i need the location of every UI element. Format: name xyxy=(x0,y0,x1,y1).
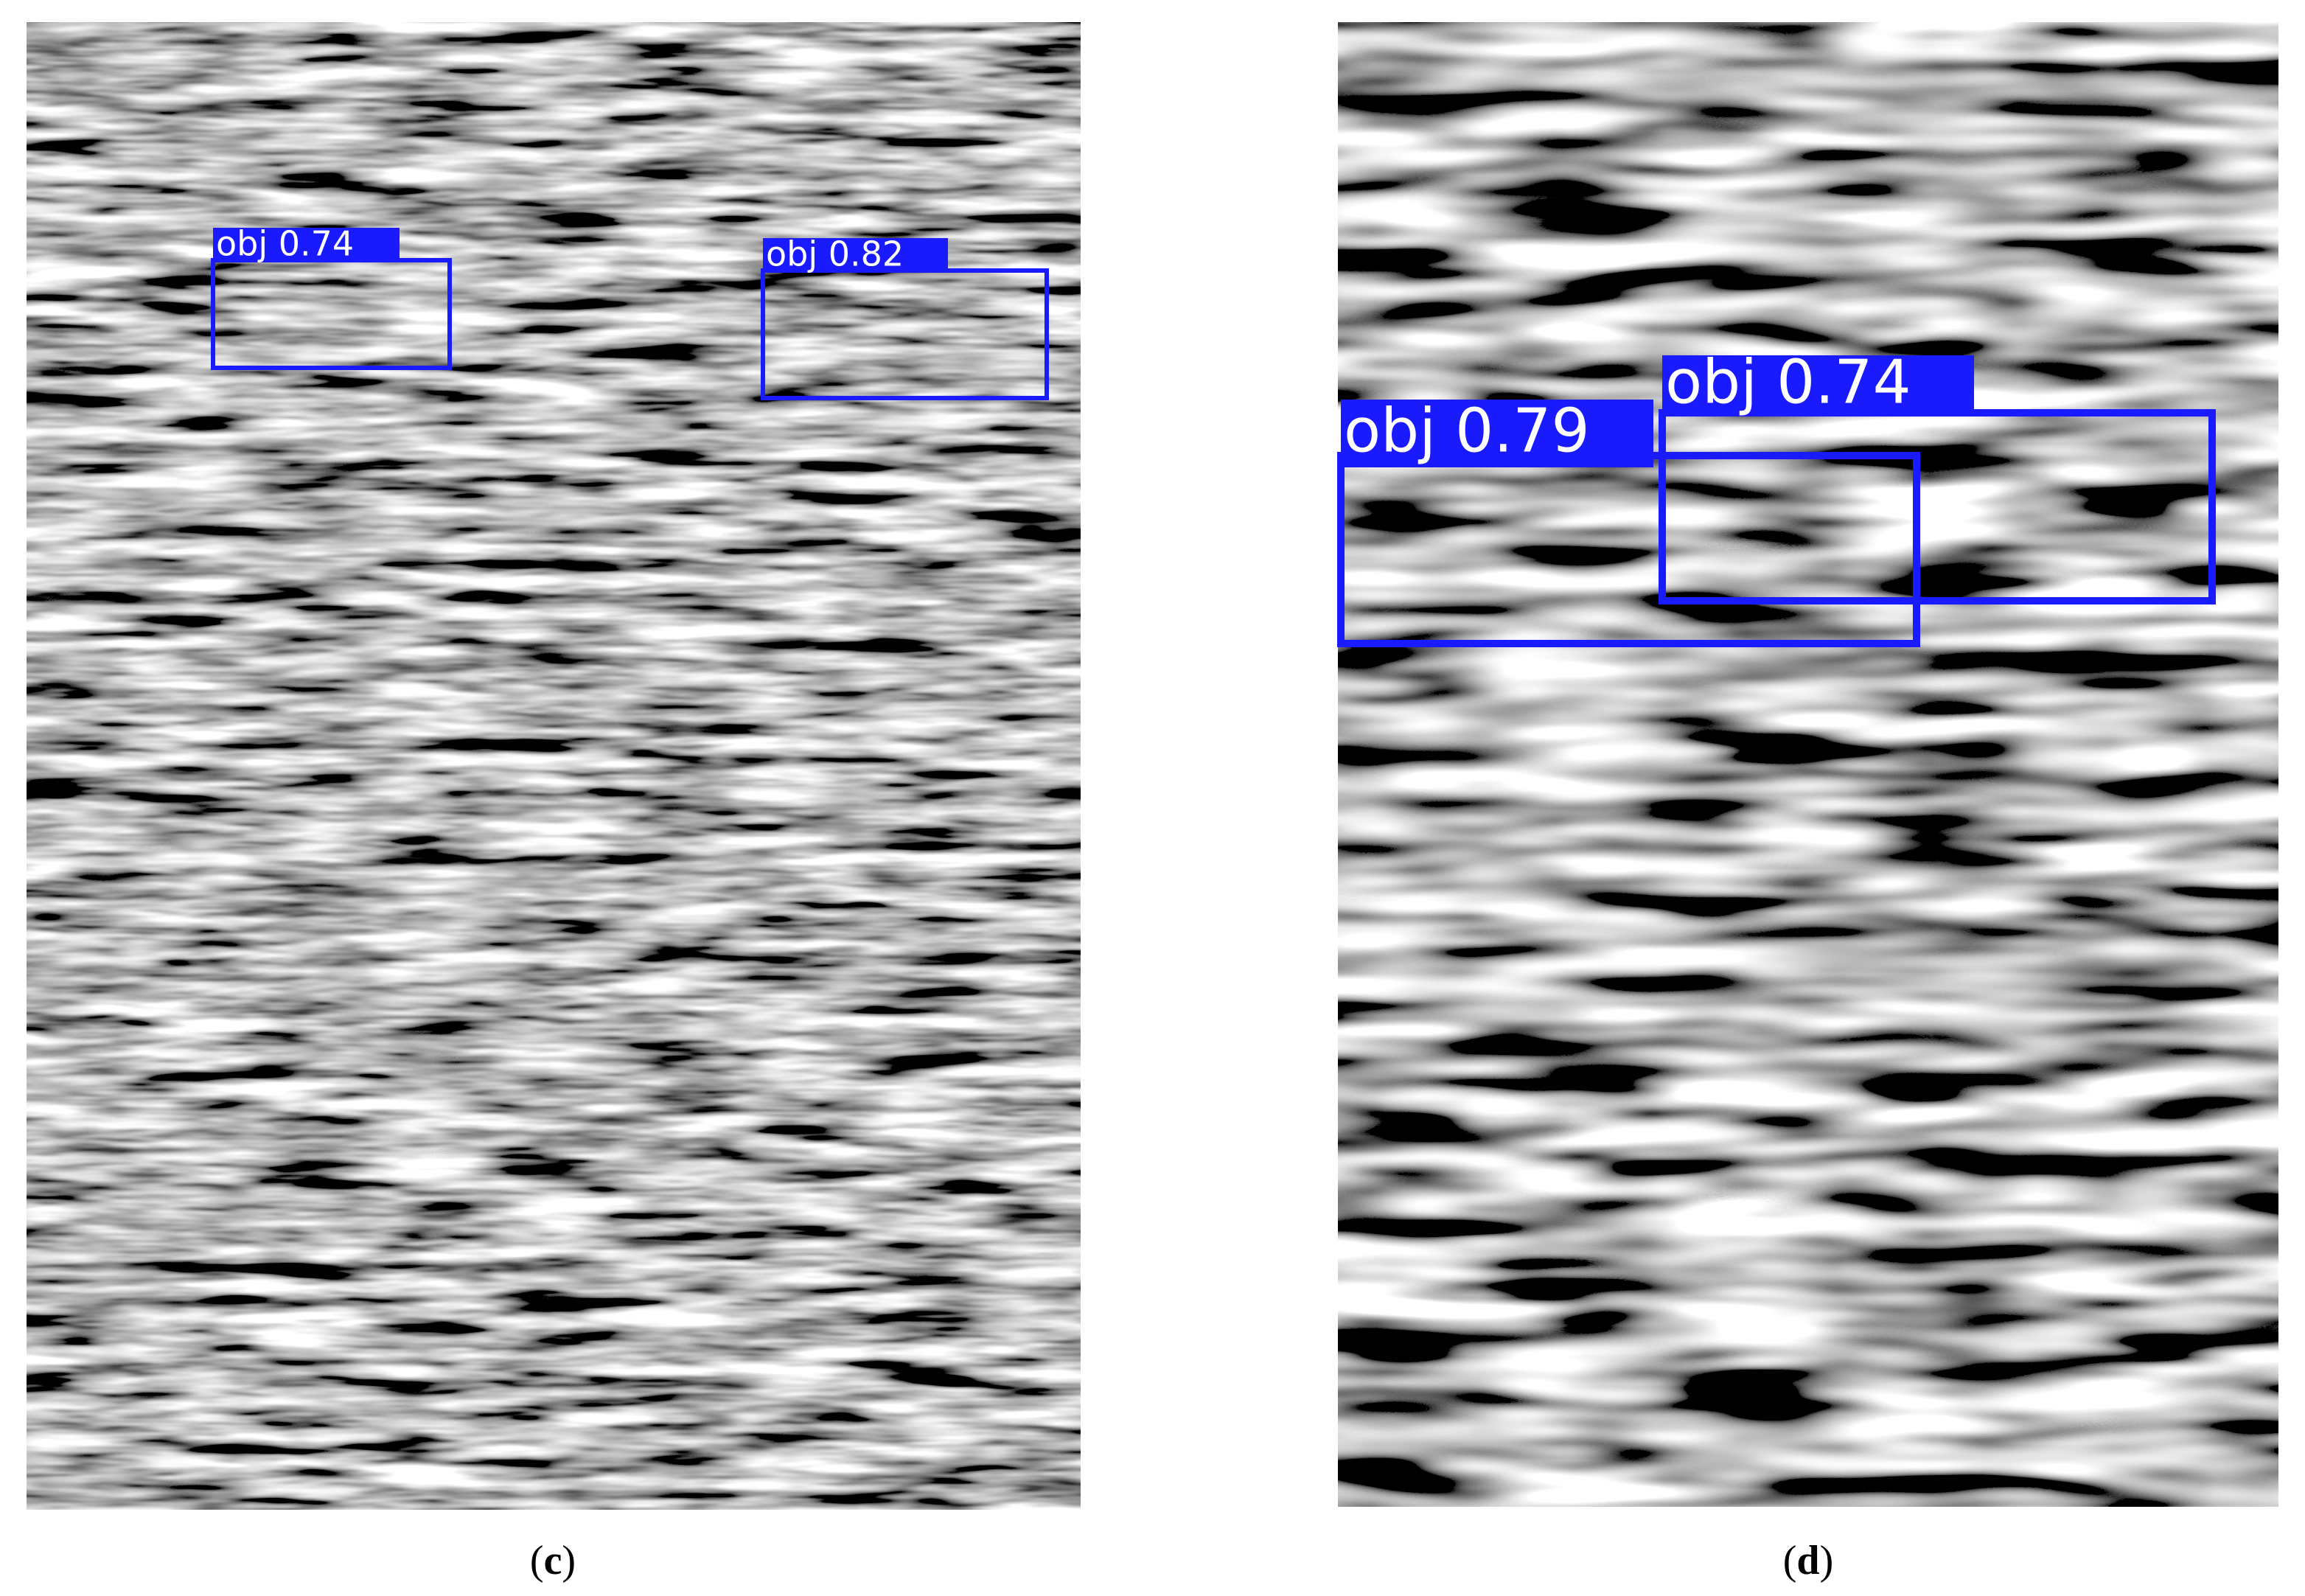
caption-paren: ( xyxy=(530,1538,544,1583)
caption-paren: ) xyxy=(1820,1538,1834,1583)
detection-label-bg xyxy=(763,238,948,272)
caption-paren: ) xyxy=(562,1538,576,1583)
panel-caption: (c) xyxy=(530,1538,576,1583)
detection-label: obj 0.79 xyxy=(1344,396,1590,466)
panel: obj 0.74 obj 0.82 (c) xyxy=(27,22,1081,1583)
detection-label: obj 0.74 xyxy=(216,224,354,264)
radargram-image xyxy=(1338,22,2278,1507)
detection-label: obj 0.74 xyxy=(1665,347,1911,417)
detection-label: obj 0.82 xyxy=(766,234,904,274)
caption-label: c xyxy=(544,1538,562,1583)
detection-label-bg xyxy=(213,228,400,262)
panel: obj 0.79 obj 0.74 (d) xyxy=(1337,22,2278,1583)
caption-label: d xyxy=(1796,1538,1819,1583)
detection-label-bg xyxy=(1662,355,1974,414)
detection-label-bg xyxy=(1341,400,1653,467)
panel-caption: (d) xyxy=(1783,1538,1833,1583)
caption-paren: ( xyxy=(1783,1538,1797,1583)
